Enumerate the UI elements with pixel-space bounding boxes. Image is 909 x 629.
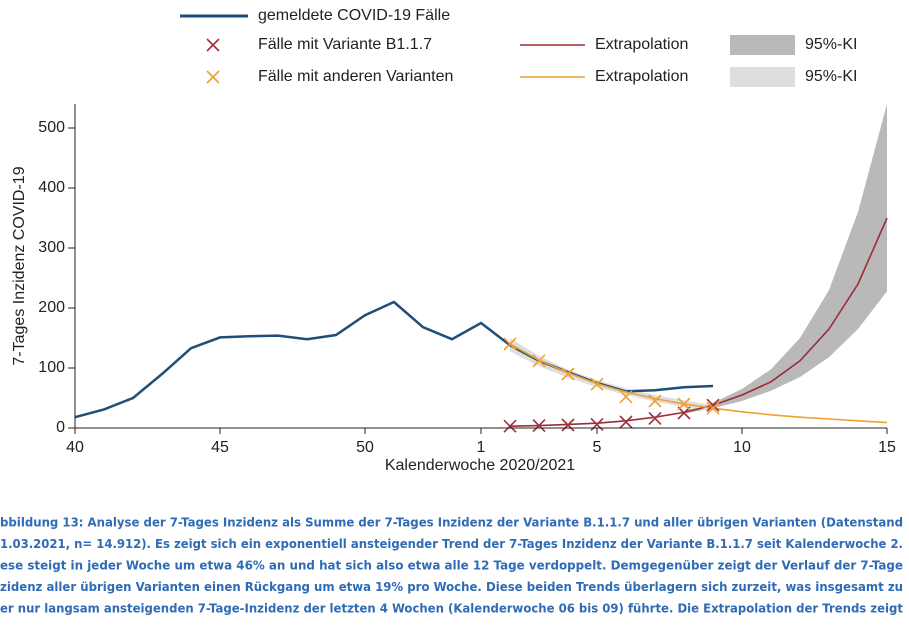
legend-label: Extrapolation (595, 68, 688, 85)
series-marker (648, 411, 662, 425)
x-tick-label: 1 (477, 439, 486, 456)
series-marker (706, 401, 720, 415)
y-tick-label: 500 (38, 119, 65, 136)
series-marker (532, 419, 546, 433)
series-line (509, 343, 888, 424)
x-tick-label: 40 (66, 439, 84, 456)
x-tick-label: 15 (878, 439, 896, 456)
plot-area (74, 104, 888, 433)
x-tick-label: 45 (211, 439, 229, 456)
legend-swatch (730, 35, 795, 55)
series-marker (532, 354, 546, 368)
series-marker (619, 390, 633, 404)
legend-label: 95%-KI (805, 68, 857, 85)
series-marker (619, 415, 633, 429)
series-marker (561, 418, 575, 432)
legend-marker (206, 70, 220, 84)
y-tick-label: 200 (38, 299, 65, 316)
series-marker (503, 337, 517, 351)
series-line (74, 300, 714, 419)
confidence-band (510, 338, 713, 412)
legend-label: Fälle mit anderen Varianten (258, 68, 453, 85)
legend-label: Fälle mit Variante B1.1.7 (258, 36, 432, 53)
legend-swatch (730, 67, 795, 87)
x-tick-label: 10 (733, 439, 751, 456)
y-tick-label: 400 (38, 179, 65, 196)
caption-line: zidenz aller übrigen Varianten einen Rüc… (0, 580, 903, 594)
series-marker (561, 367, 575, 381)
y-tick-label: 100 (38, 359, 65, 376)
caption-line: er nur langsam ansteigenden 7-Tage-Inzid… (0, 602, 903, 616)
series-marker (706, 398, 720, 412)
x-axis-label: Kalenderwoche 2020/2021 (385, 457, 575, 474)
series-marker (503, 419, 517, 433)
y-axis-label: 7-Tages Inzidenz COVID-19 (11, 166, 28, 365)
x-tick-label: 5 (593, 439, 602, 456)
y-tick-label: 0 (56, 419, 65, 436)
series-marker (677, 397, 691, 411)
series-marker (648, 394, 662, 408)
caption-line: ese steigt in jeder Woche um etwa 46% an… (0, 559, 903, 573)
caption-line: bbildung 13: Analyse der 7-Tages Inziden… (0, 516, 903, 530)
series-marker (590, 377, 604, 391)
legend-label: gemeldete COVID-19 Fälle (258, 7, 450, 24)
series-line (509, 217, 888, 427)
caption-line: 1.03.2021, n= 14.912). Es zeigt sich ein… (0, 537, 903, 551)
legend-label: Extrapolation (595, 36, 688, 53)
x-tick-label: 50 (356, 439, 374, 456)
legend-label: 95%-KI (805, 36, 857, 53)
confidence-band (684, 104, 887, 414)
legend-marker (206, 38, 220, 52)
y-tick-label: 300 (38, 239, 65, 256)
